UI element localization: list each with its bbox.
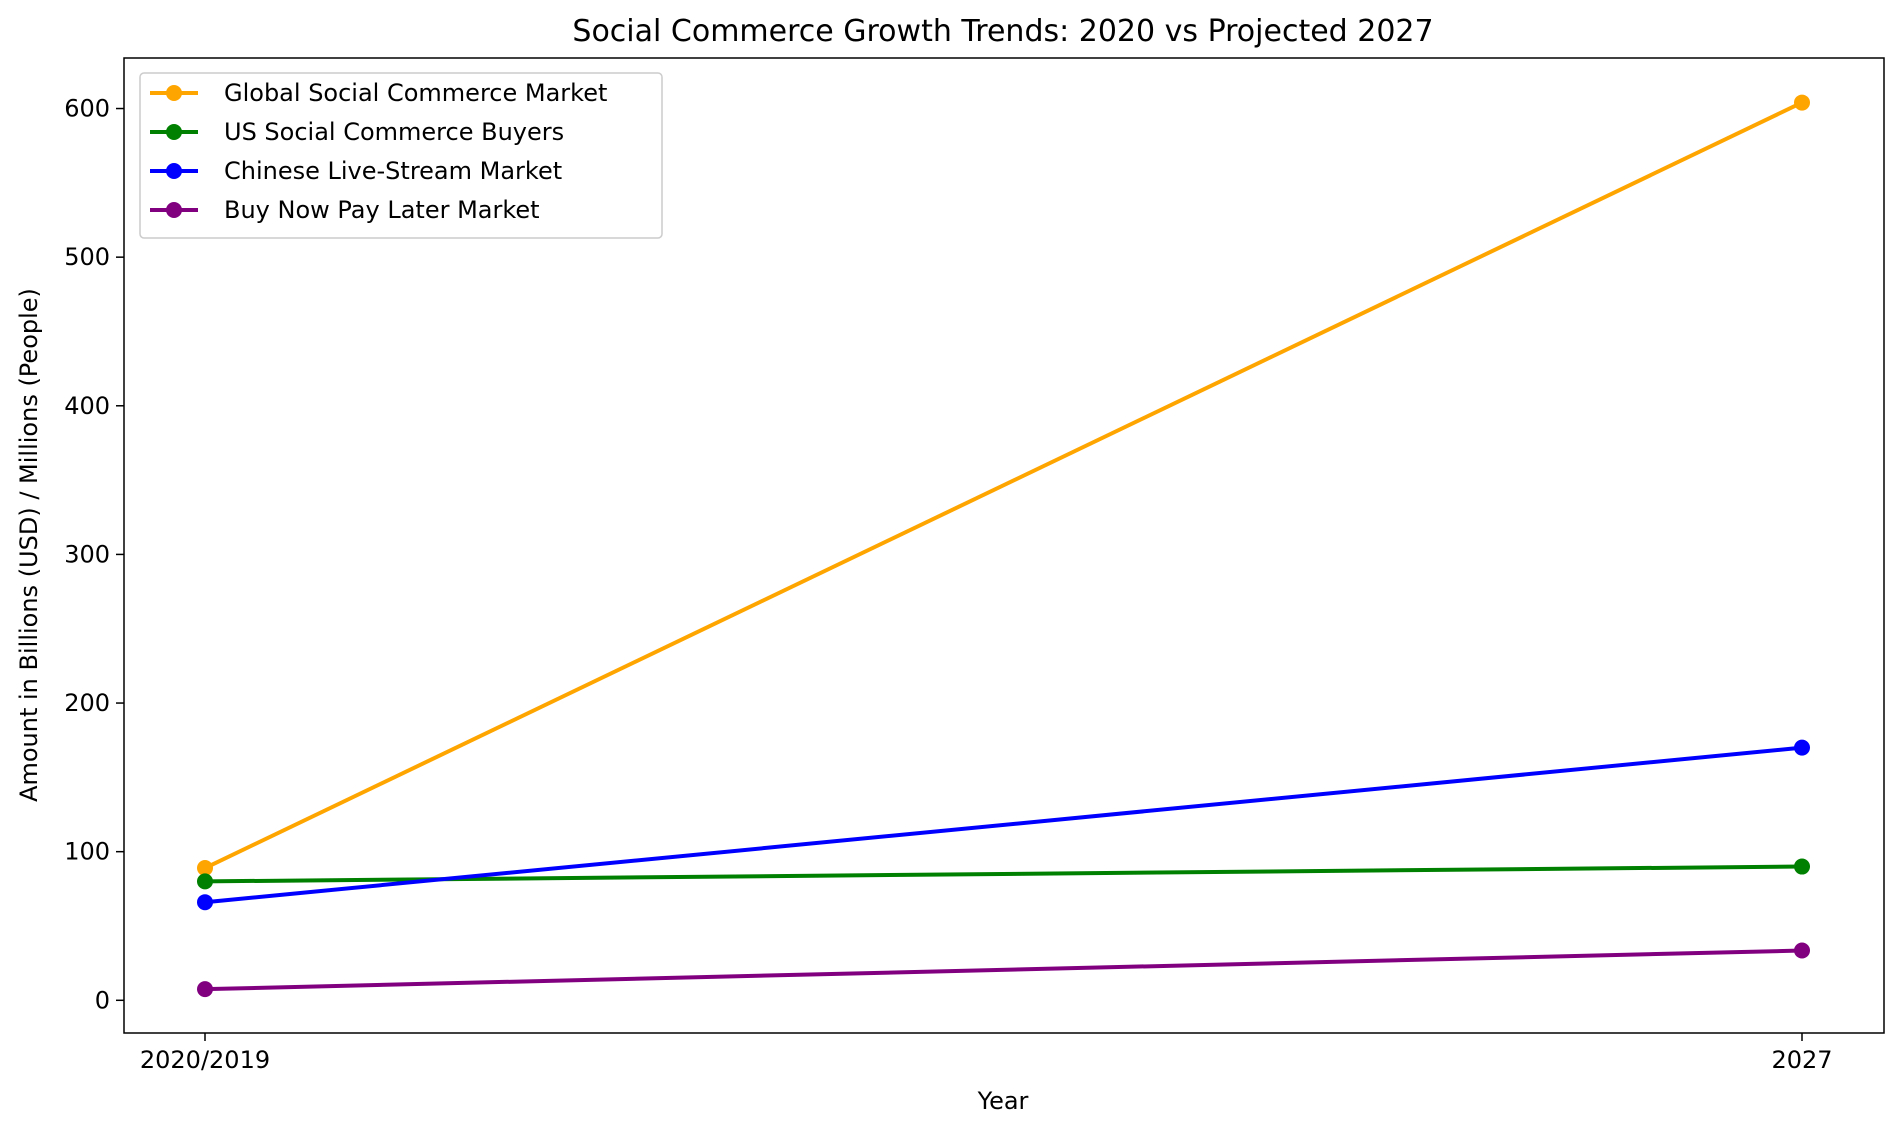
data-point	[1794, 94, 1810, 111]
series-line	[204, 745, 1803, 905]
data-point	[1794, 739, 1810, 756]
legend-label: US Social Commerce Buyers	[224, 118, 564, 146]
legend-label: Global Social Commerce Market	[224, 79, 607, 107]
legend-label: Buy Now Pay Later Market	[224, 196, 540, 224]
plot-area	[123, 57, 1885, 1034]
legend-marker	[166, 124, 182, 140]
y-tick-label: 400	[64, 392, 110, 420]
series-line	[204, 948, 1803, 992]
series-line	[204, 864, 1803, 884]
data-point	[1794, 942, 1810, 959]
data-point	[197, 981, 213, 998]
series-0	[197, 94, 1810, 877]
y-tick-label: 600	[64, 95, 110, 123]
y-tick-label: 0	[95, 986, 110, 1014]
data-point	[197, 860, 213, 877]
y-tick-label: 100	[64, 838, 110, 866]
data-point	[1794, 858, 1810, 875]
series-2	[197, 739, 1810, 911]
series-1	[197, 858, 1810, 890]
series-3	[197, 942, 1810, 998]
legend-item: Buy Now Pay Later Market	[150, 196, 540, 224]
y-tick-label: 300	[64, 540, 110, 568]
x-tick-label: 2027	[1771, 1046, 1832, 1074]
legend-marker	[166, 85, 182, 101]
y-tick-label: 500	[64, 243, 110, 271]
legend-item: Global Social Commerce Market	[150, 79, 607, 107]
data-point	[197, 894, 213, 911]
legend-frame	[139, 72, 663, 239]
x-tick-label: 2020/2019	[140, 1046, 270, 1074]
legend-label: Chinese Live-Stream Market	[224, 157, 562, 185]
legend-item: US Social Commerce Buyers	[150, 118, 564, 146]
series-line	[204, 100, 1803, 870]
y-tick-label: 200	[64, 689, 110, 717]
x-axis-label: Year	[977, 1087, 1029, 1115]
series-group	[197, 94, 1810, 998]
data-point	[197, 873, 213, 890]
legend-item: Chinese Live-Stream Market	[150, 157, 562, 185]
legend-marker	[166, 202, 182, 218]
y-axis: 0 100 200 300 400 500 600	[64, 95, 124, 1014]
chart-title: Social Commerce Growth Trends: 2020 vs P…	[572, 14, 1433, 49]
y-axis-label: Amount in Billions (USD) / Millions (Peo…	[15, 288, 43, 802]
x-axis: 2020/2019 2027	[140, 1033, 1833, 1074]
legend: Global Social Commerce Market US Social C…	[139, 72, 663, 239]
legend-marker	[166, 163, 182, 179]
